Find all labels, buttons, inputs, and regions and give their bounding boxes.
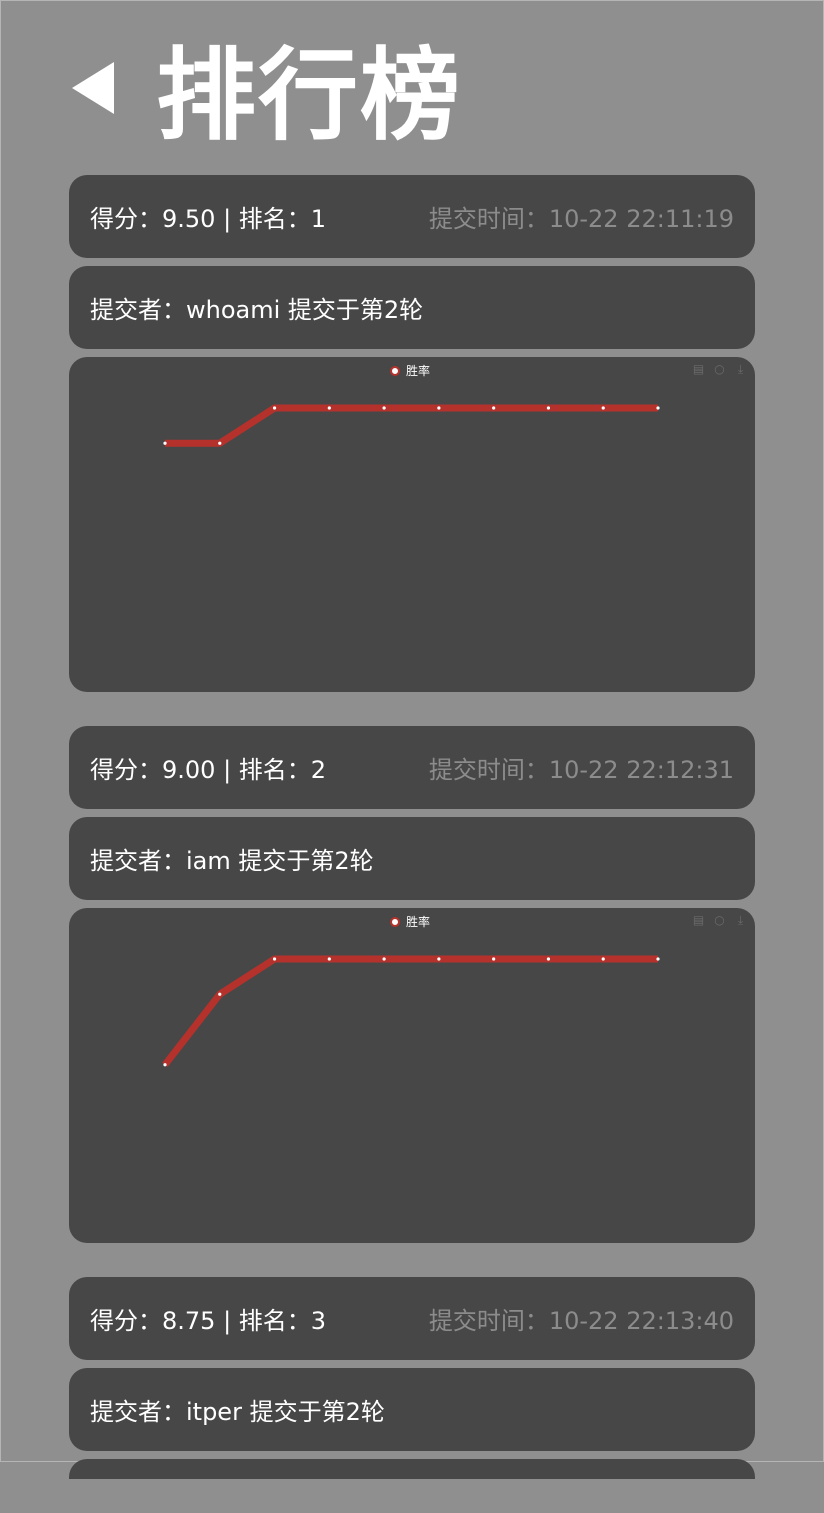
score-rank-text: 得分：9.50 | 排名：1	[90, 205, 327, 233]
chart-toolbox: ▤ ○ ⤓	[692, 363, 747, 376]
back-icon[interactable]	[70, 56, 116, 116]
data-point[interactable]	[163, 1063, 167, 1067]
page-title: 排行榜	[156, 37, 462, 154]
submitter-text: 提交者：iam 提交于第2轮	[90, 847, 374, 875]
data-point[interactable]	[327, 957, 331, 961]
submit-time-text: 提交时间：10-22 22:13:40	[428, 1307, 734, 1335]
chart-plot	[162, 955, 660, 1067]
legend-marker	[390, 916, 400, 927]
chart-plot	[163, 404, 660, 447]
data-point[interactable]	[327, 406, 331, 410]
score-card[interactable]: 得分：9.50 | 排名：1 提交时间：10-22 22:11:19	[69, 175, 755, 258]
data-point[interactable]	[546, 406, 551, 410]
data-point[interactable]	[218, 441, 222, 445]
chart-legend[interactable]: 胜率	[390, 362, 430, 379]
data-point[interactable]	[382, 957, 386, 961]
ranking-entry: 得分：8.75 | 排名：3 提交时间：10-22 22:13:40 提交者：i…	[69, 1277, 755, 1479]
restore-icon[interactable]: ○	[714, 913, 725, 927]
series-line-winrate	[162, 955, 658, 1067]
chart-toolbox: ▤ ○ ⤓	[692, 914, 747, 927]
data-point[interactable]	[437, 406, 441, 410]
score-card[interactable]: 得分：8.75 | 排名：3 提交时间：10-22 22:13:40	[69, 1277, 755, 1360]
submitter-card[interactable]: 提交者：itper 提交于第2轮	[69, 1368, 755, 1451]
series-line-winrate	[165, 404, 658, 447]
winrate-chart: 胜率 ▤ ○ ⤓	[69, 357, 755, 692]
data-point[interactable]	[272, 406, 277, 410]
legend-label: 胜率	[406, 915, 431, 929]
chart-legend[interactable]: 胜率	[390, 913, 430, 930]
submit-time-text: 提交时间：10-22 22:11:19	[428, 205, 734, 233]
data-point[interactable]	[656, 406, 660, 410]
page-header: 排行榜	[70, 37, 770, 158]
submitter-text: 提交者：whoami 提交于第2轮	[90, 296, 424, 324]
legend-label: 胜率	[406, 364, 431, 378]
download-icon[interactable]: ⤓	[737, 362, 744, 376]
ranking-entry: 得分：9.50 | 排名：1 提交时间：10-22 22:11:19 提交者：w…	[69, 175, 755, 692]
data-point[interactable]	[163, 441, 167, 445]
data-point[interactable]	[656, 957, 660, 961]
restore-icon[interactable]: ○	[714, 362, 725, 376]
submitter-text: 提交者：itper 提交于第2轮	[90, 1398, 385, 1426]
winrate-chart: 胜率 ▤ ○ ⤓	[69, 908, 755, 1243]
data-view-icon[interactable]: ▤	[692, 362, 705, 376]
chart-card-partial	[69, 1459, 755, 1479]
score-card[interactable]: 得分：9.00 | 排名：2 提交时间：10-22 22:12:31	[69, 726, 755, 809]
legend-marker	[390, 365, 400, 376]
ranking-entry: 得分：9.00 | 排名：2 提交时间：10-22 22:12:31 提交者：i…	[69, 726, 755, 1243]
data-point[interactable]	[382, 406, 386, 410]
submitter-card[interactable]: 提交者：iam 提交于第2轮	[69, 817, 755, 900]
score-rank-text: 得分：8.75 | 排名：3	[90, 1307, 327, 1335]
data-point[interactable]	[601, 957, 605, 961]
data-point[interactable]	[437, 957, 441, 961]
data-point[interactable]	[601, 406, 605, 410]
data-point[interactable]	[492, 957, 496, 961]
data-point[interactable]	[492, 406, 496, 410]
download-icon[interactable]: ⤓	[737, 913, 744, 927]
ranking-list: 得分：9.50 | 排名：1 提交时间：10-22 22:11:19 提交者：w…	[69, 175, 755, 1513]
data-point[interactable]	[546, 957, 551, 961]
submitter-card[interactable]: 提交者：whoami 提交于第2轮	[69, 266, 755, 349]
data-point[interactable]	[218, 992, 222, 996]
score-rank-text: 得分：9.00 | 排名：2	[90, 756, 327, 784]
submit-time-text: 提交时间：10-22 22:12:31	[428, 756, 734, 784]
data-point[interactable]	[272, 957, 277, 961]
data-view-icon[interactable]: ▤	[692, 913, 705, 927]
